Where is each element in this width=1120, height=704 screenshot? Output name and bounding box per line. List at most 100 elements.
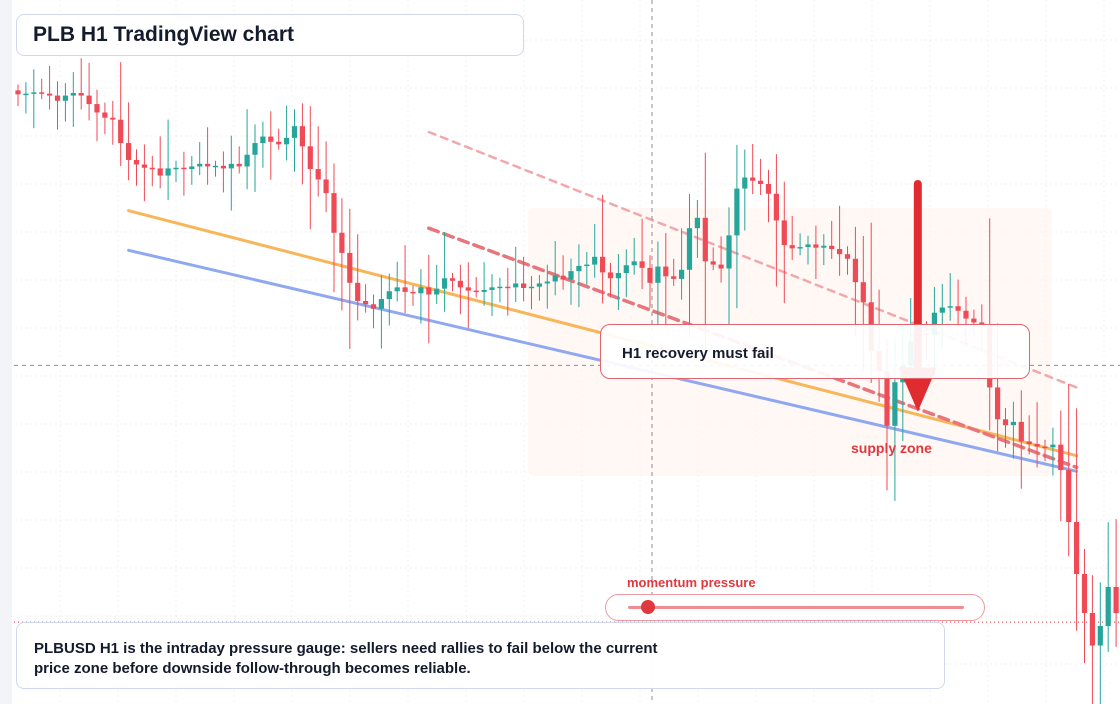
candle-body-down bbox=[781, 220, 787, 246]
candle-body-up bbox=[228, 163, 234, 169]
candle-body-down bbox=[710, 261, 716, 265]
candle-body-up bbox=[284, 137, 290, 145]
candle-body-down bbox=[402, 287, 408, 292]
candle-body-down bbox=[47, 93, 53, 96]
candle-body-down bbox=[205, 163, 211, 167]
left-edge-panel bbox=[0, 0, 12, 704]
candle-body-down bbox=[220, 165, 226, 169]
candle-body-up bbox=[497, 286, 503, 289]
candle-body-down bbox=[1066, 470, 1072, 522]
candle-body-up bbox=[939, 307, 945, 313]
candle-body-down bbox=[971, 318, 977, 323]
candle-body-up bbox=[821, 245, 827, 248]
candle-body-up bbox=[70, 93, 76, 96]
recovery-callout: H1 recovery must fail bbox=[600, 324, 1030, 379]
candle-body-down bbox=[702, 217, 708, 262]
light-red-trendline bbox=[427, 130, 1078, 389]
candle-body-down bbox=[54, 95, 61, 101]
summary-card: PLBUSD H1 is the intraday pressure gauge… bbox=[16, 622, 945, 689]
candle-body-down bbox=[521, 283, 527, 288]
candle-body-up bbox=[481, 289, 487, 292]
candle-body-down bbox=[181, 167, 187, 170]
candle-body-down bbox=[347, 252, 353, 283]
candle-body-up bbox=[679, 269, 685, 279]
candle-body-down bbox=[1113, 587, 1119, 613]
callout-text: H1 recovery must fail bbox=[622, 345, 774, 362]
candle-body-up bbox=[734, 188, 740, 236]
candle-body-down bbox=[370, 304, 377, 309]
candle-body-down bbox=[844, 254, 851, 259]
candle-body-down bbox=[758, 180, 764, 184]
candle-body-down bbox=[157, 168, 163, 176]
candle-body-down bbox=[1089, 613, 1095, 646]
candle-body-up bbox=[23, 93, 29, 96]
candle-body-down bbox=[718, 264, 724, 269]
candle-body-down bbox=[663, 266, 669, 277]
momentum-label: momentum pressure bbox=[627, 575, 756, 590]
momentum-knob bbox=[641, 600, 656, 614]
candle-body-up bbox=[513, 283, 519, 288]
candle-body-down bbox=[473, 290, 479, 293]
candle-body-down bbox=[505, 286, 511, 289]
chart-title: PLB H1 TradingView chart bbox=[33, 23, 295, 46]
candle-body-down bbox=[813, 244, 819, 248]
candle-body-down bbox=[860, 282, 866, 303]
candle-body-down bbox=[78, 93, 84, 96]
summary-text: PLBUSD H1 is the intraday pressure gauge… bbox=[34, 640, 658, 677]
candle-body-up bbox=[805, 244, 811, 248]
candle-body-up bbox=[442, 278, 448, 289]
candle-body-up bbox=[260, 136, 266, 144]
candle-body-up bbox=[797, 247, 803, 249]
candle-body-down bbox=[837, 249, 843, 255]
candle-body-up bbox=[623, 265, 629, 274]
supply-zone-label: supply zone bbox=[851, 440, 932, 456]
candle-body-up bbox=[655, 266, 661, 283]
candle-body-up bbox=[1105, 587, 1111, 626]
candle-body-up bbox=[165, 168, 171, 176]
candle-body-down bbox=[600, 256, 606, 273]
candle-body-down bbox=[607, 272, 614, 279]
candle-body-up bbox=[31, 92, 37, 94]
candle-body-down bbox=[307, 146, 313, 170]
candle-body-down bbox=[299, 126, 305, 147]
candle-body-up bbox=[568, 271, 574, 280]
candle-body-up bbox=[244, 154, 250, 167]
candle-body-up bbox=[489, 287, 495, 290]
candle-body-up bbox=[694, 217, 700, 229]
candle-body-down bbox=[955, 306, 961, 311]
candle-body-up bbox=[1010, 421, 1016, 426]
candle-body-down bbox=[639, 261, 645, 268]
candle-body-down bbox=[829, 245, 835, 249]
candle-body-up bbox=[742, 177, 748, 189]
candle-body-down bbox=[323, 179, 329, 194]
candle-body-down bbox=[1034, 444, 1040, 447]
candle-body-down bbox=[133, 159, 140, 165]
candle-body-down bbox=[315, 169, 321, 180]
candle-body-down bbox=[339, 232, 345, 253]
candle-body-up bbox=[552, 275, 558, 282]
candle-body-up bbox=[892, 382, 898, 426]
candle-body-down bbox=[236, 163, 242, 167]
candle-body-down bbox=[465, 287, 471, 291]
candle-body-up bbox=[173, 167, 179, 170]
candle-body-down bbox=[102, 112, 108, 118]
candle-body-up bbox=[189, 166, 195, 170]
candle-body-up bbox=[1050, 444, 1056, 448]
candle-body-down bbox=[331, 193, 337, 233]
candle-body-up bbox=[931, 312, 937, 335]
candle-body-down bbox=[410, 291, 416, 294]
candle-body-up bbox=[386, 291, 392, 300]
candle-body-down bbox=[765, 184, 772, 194]
candle-body-up bbox=[197, 163, 203, 167]
momentum-gauge bbox=[605, 594, 985, 621]
candle-body-up bbox=[686, 228, 693, 270]
candle-body-down bbox=[995, 387, 1001, 420]
candle-body-down bbox=[773, 193, 779, 221]
momentum-bar bbox=[628, 606, 964, 609]
candle-body-down bbox=[852, 258, 858, 283]
candle-body-up bbox=[418, 287, 424, 294]
candle-body-down bbox=[1074, 522, 1080, 574]
candle-body-down bbox=[449, 278, 456, 281]
candle-body-up bbox=[378, 299, 384, 309]
candle-body-down bbox=[1018, 421, 1024, 442]
